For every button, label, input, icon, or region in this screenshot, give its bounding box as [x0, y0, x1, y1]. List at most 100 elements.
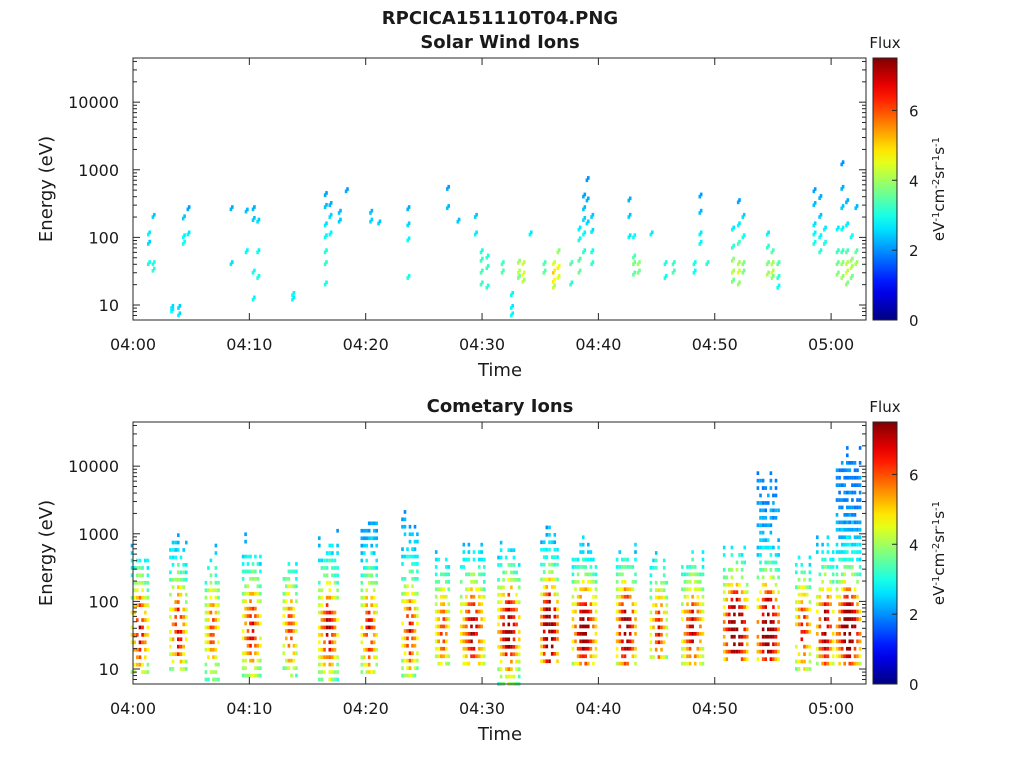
heatmap-cell: [615, 639, 619, 644]
heatmap-cell: [406, 636, 409, 641]
heatmap-cell: [375, 521, 378, 526]
heatmap-cell: [626, 661, 629, 666]
heatmap-cell: [550, 637, 554, 641]
heatmap-cell: [829, 587, 832, 592]
heatmap-cell: [344, 189, 348, 194]
heatmap-cell: [323, 670, 326, 674]
heatmap-cell: [548, 592, 551, 597]
heatmap-cell: [633, 270, 637, 275]
heatmap-cell: [571, 661, 575, 666]
heatmap-cell: [581, 632, 585, 636]
heatmap-cell: [214, 618, 218, 622]
heatmap-cell: [214, 625, 218, 630]
heatmap-cell: [244, 569, 247, 574]
heatmap-cell: [701, 602, 705, 606]
heatmap-cell: [837, 270, 840, 275]
heatmap-cell: [698, 232, 702, 237]
heatmap-cell: [699, 646, 702, 651]
heatmap-cell: [701, 572, 705, 577]
heatmap-cell: [138, 603, 142, 607]
heatmap-cell: [626, 557, 629, 562]
heatmap-cell: [214, 610, 218, 615]
heatmap-cell: [244, 250, 248, 255]
heatmap-cell: [556, 577, 559, 582]
heatmap-cell: [835, 580, 839, 584]
heatmap-cell: [851, 505, 854, 510]
heatmap-cell: [251, 297, 255, 302]
heatmap-cell: [841, 260, 845, 264]
heatmap-cell: [365, 588, 368, 593]
heatmap-cell: [370, 625, 373, 630]
heatmap-cell: [843, 527, 846, 532]
heatmap-cell: [686, 632, 689, 636]
heatmap-cell: [413, 673, 417, 678]
heatmap-cell: [767, 627, 770, 632]
heatmap-cell: [510, 563, 513, 567]
heatmap-cell: [256, 673, 260, 678]
heatmap-cell: [246, 562, 250, 566]
heatmap-cell: [553, 555, 557, 559]
heatmap-cell: [499, 540, 503, 545]
heatmap-cell: [512, 622, 516, 627]
heatmap-cell: [691, 550, 694, 554]
heatmap-cell: [845, 200, 848, 205]
heatmap-cell: [681, 661, 684, 666]
heatmap-cell: [370, 618, 373, 622]
heatmap-cell: [411, 569, 414, 574]
heatmap-cell: [507, 592, 511, 597]
heatmap-cell: [401, 517, 404, 522]
heatmap-cell: [499, 592, 503, 597]
heatmap-cell: [579, 639, 582, 644]
heatmap-cell: [249, 614, 252, 618]
heatmap-cell: [437, 557, 440, 562]
heatmap-cell: [325, 233, 328, 237]
heatmap-cell: [858, 632, 862, 636]
heatmap-cell: [738, 605, 741, 609]
heatmap-cell: [179, 667, 183, 671]
heatmap-cell: [774, 649, 778, 654]
heatmap-cell: [694, 268, 697, 273]
heatmap-cell: [851, 520, 854, 525]
heatmap-cell: [328, 558, 332, 563]
heatmap-cell: [686, 580, 689, 584]
heatmap-cell: [626, 594, 629, 599]
heatmap-cell: [741, 262, 745, 267]
heatmap-cell: [848, 461, 852, 465]
heatmap-cell: [654, 551, 658, 555]
heatmap-cell: [171, 540, 175, 545]
heatmap-cell: [325, 248, 328, 252]
heatmap-cell: [141, 566, 144, 570]
heatmap-cell: [336, 543, 339, 548]
heatmap-cell: [772, 590, 775, 594]
heatmap-cell: [136, 595, 139, 600]
heatmap-cell: [683, 632, 687, 636]
heatmap-cell: [831, 580, 835, 584]
heatmap-cell: [169, 577, 172, 582]
heatmap-cell: [171, 637, 175, 642]
heatmap-cell: [138, 581, 142, 585]
heatmap-cell: [413, 539, 417, 544]
heatmap-cell: [740, 575, 744, 580]
heatmap-cell: [618, 602, 622, 606]
heatmap-cell: [759, 508, 762, 513]
heatmap-cell: [141, 595, 144, 600]
heatmap-cell: [512, 674, 516, 679]
heatmap-cell: [671, 270, 675, 275]
heatmap-cell: [545, 577, 549, 582]
heatmap-cell: [795, 667, 798, 671]
heatmap-cell: [515, 607, 518, 612]
heatmap-cell: [638, 268, 641, 273]
heatmap-cell: [287, 629, 291, 633]
heatmap-cell: [365, 647, 368, 652]
heatmap-cell: [504, 600, 508, 604]
heatmap-cell: [730, 634, 734, 639]
heatmap-cell: [254, 614, 257, 618]
heatmap-cell: [253, 268, 256, 273]
heatmap-cell: [858, 572, 862, 577]
heatmap-cell: [769, 545, 773, 550]
heatmap-cell: [853, 535, 857, 540]
heatmap-cell: [144, 618, 147, 622]
heatmap-cell: [772, 627, 775, 632]
heatmap-cell: [841, 184, 845, 189]
heatmap-cell: [367, 625, 371, 630]
